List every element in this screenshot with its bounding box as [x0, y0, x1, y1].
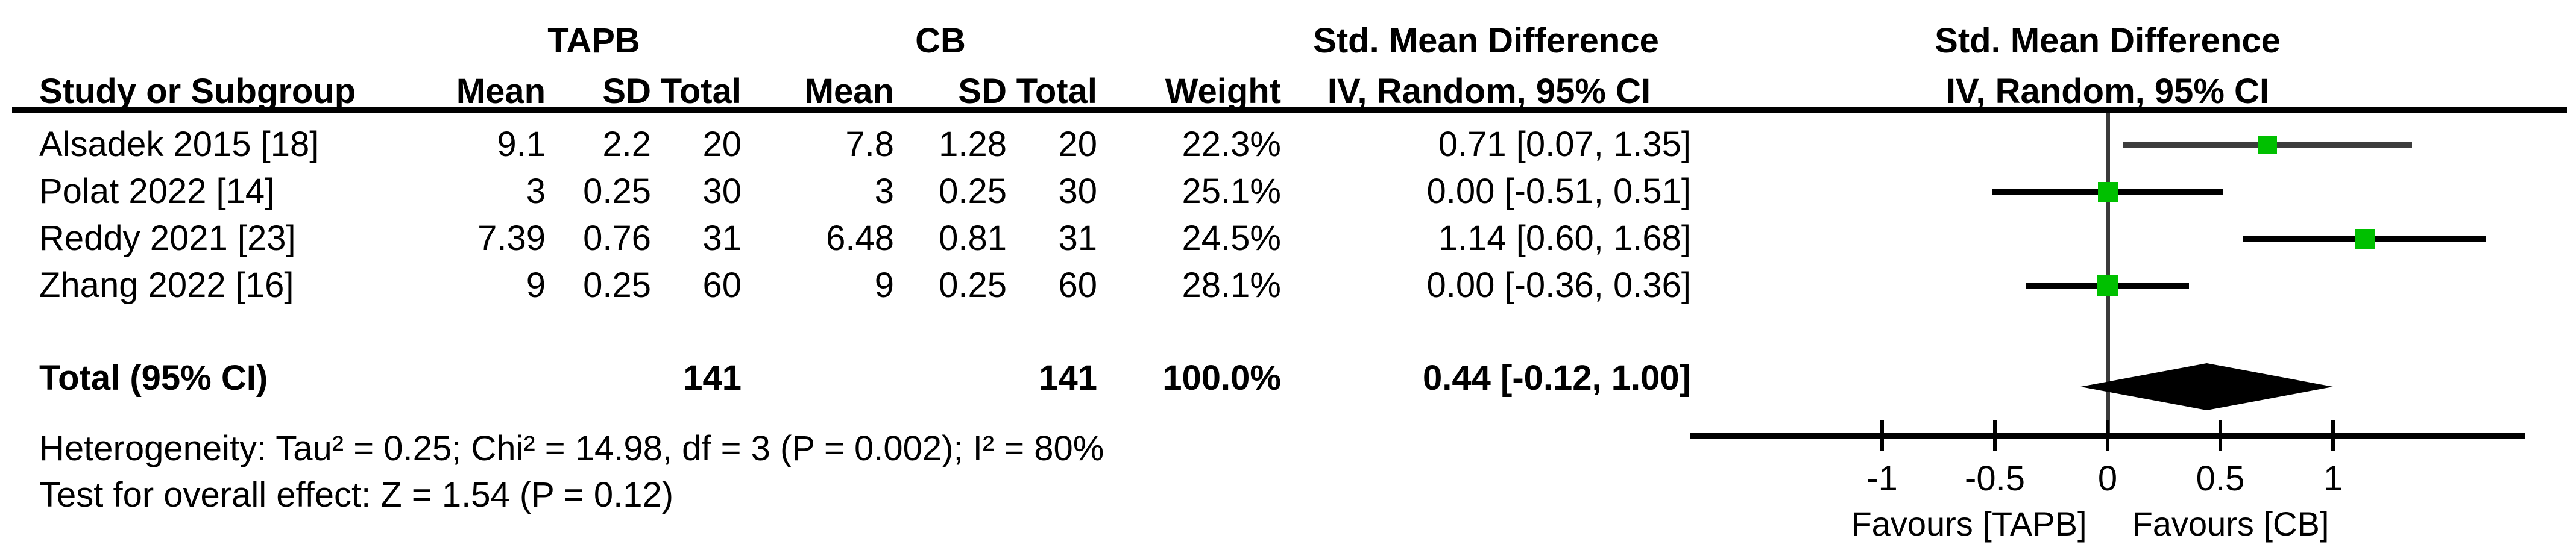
col-header-sd2: SD: [958, 72, 1007, 111]
col-header-weight: Weight: [1165, 72, 1281, 111]
study-sd2: 0.25: [939, 266, 1007, 305]
study-sd2: 0.25: [939, 172, 1007, 211]
study-weight: 22.3%: [1182, 125, 1281, 164]
study-ci-text: 0.71 [0.07, 1.35]: [1438, 125, 1691, 164]
study-mean2: 6.48: [826, 219, 894, 258]
study-mean2: 9: [874, 266, 894, 305]
col-header-effect-left: IV, Random, 95% CI: [1327, 72, 1651, 111]
axis-tick: [1880, 420, 1884, 451]
study-mean1: 9: [526, 266, 546, 305]
effect-marker: [2097, 275, 2118, 296]
favours-right-label: Favours [CB]: [2132, 505, 2329, 543]
col-header-effect-right: IV, Random, 95% CI: [1945, 72, 2270, 111]
favours-left-label: Favours [TAPB]: [1851, 505, 2087, 543]
axis-tick: [1993, 420, 1997, 451]
study-mean1: 7.39: [477, 219, 546, 258]
col-header-total1: Total: [660, 72, 742, 111]
tick-label: 0.5: [2196, 459, 2245, 498]
col-header-study: Study or Subgroup: [39, 72, 356, 111]
tick-label: 1: [2323, 459, 2343, 498]
study-name: Reddy 2021 [23]: [39, 219, 296, 258]
study-weight: 25.1%: [1182, 172, 1281, 211]
study-sd1: 2.2: [602, 125, 651, 164]
study-total2: 60: [1058, 266, 1097, 305]
total-n2: 141: [1039, 358, 1097, 398]
study-sd2: 1.28: [939, 125, 1007, 164]
study-total2: 30: [1058, 172, 1097, 211]
study-total1: 30: [702, 172, 742, 211]
study-weight: 28.1%: [1182, 266, 1281, 305]
axis-tick: [2219, 420, 2222, 451]
effect-marker: [2354, 228, 2375, 249]
study-mean2: 3: [874, 172, 894, 211]
tick-label: -0.5: [1965, 459, 2025, 498]
header-rule: [12, 107, 2567, 113]
study-ci-text: 1.14 [0.60, 1.68]: [1438, 219, 1691, 258]
summary-diamond: [2080, 363, 2333, 410]
study-sd1: 0.76: [583, 219, 651, 258]
study-name: Zhang 2022 [16]: [39, 266, 294, 305]
col-header-sd1: SD: [602, 72, 651, 111]
tick-label: 0: [2097, 459, 2118, 498]
study-sd1: 0.25: [583, 266, 651, 305]
study-ci-text: 0.00 [-0.51, 0.51]: [1426, 172, 1691, 211]
total-row-label: Total (95% CI): [39, 358, 268, 398]
col-header-mean1: Mean: [456, 72, 546, 111]
study-total1: 60: [702, 266, 742, 305]
study-sd1: 0.25: [583, 172, 651, 211]
col-header-mean2: Mean: [804, 72, 894, 111]
effect-marker: [2258, 135, 2278, 154]
effect-marker: [2097, 181, 2118, 202]
group2-header: CB: [915, 21, 966, 60]
study-ci-text: 0.00 [-0.36, 0.36]: [1426, 266, 1691, 305]
col-header-total2: Total: [1016, 72, 1097, 111]
axis-tick: [2331, 420, 2335, 451]
axis-tick: [2106, 420, 2109, 451]
overall-effect-text: Test for overall effect: Z = 1.54 (P = 0…: [39, 475, 674, 514]
study-mean1: 3: [526, 172, 546, 211]
study-weight: 24.5%: [1182, 219, 1281, 258]
effect-title-left: Std. Mean Difference: [1313, 21, 1659, 60]
study-name: Alsadek 2015 [18]: [39, 125, 320, 164]
study-mean2: 7.8: [845, 125, 894, 164]
study-total1: 20: [702, 125, 742, 164]
total-n1: 141: [683, 358, 742, 398]
study-total2: 31: [1058, 219, 1097, 258]
effect-title-right: Std. Mean Difference: [1935, 21, 2281, 60]
study-mean1: 9.1: [497, 125, 546, 164]
study-name: Polat 2022 [14]: [39, 172, 275, 211]
tick-label: -1: [1866, 459, 1898, 498]
study-total1: 31: [702, 219, 742, 258]
study-total2: 20: [1058, 125, 1097, 164]
heterogeneity-text: Heterogeneity: Tau² = 0.25; Chi² = 14.98…: [39, 429, 1104, 468]
total-ci-text: 0.44 [-0.12, 1.00]: [1423, 358, 1691, 398]
total-weight: 100.0%: [1162, 358, 1281, 398]
study-sd2: 0.81: [939, 219, 1007, 258]
group1-header: TAPB: [547, 21, 640, 60]
